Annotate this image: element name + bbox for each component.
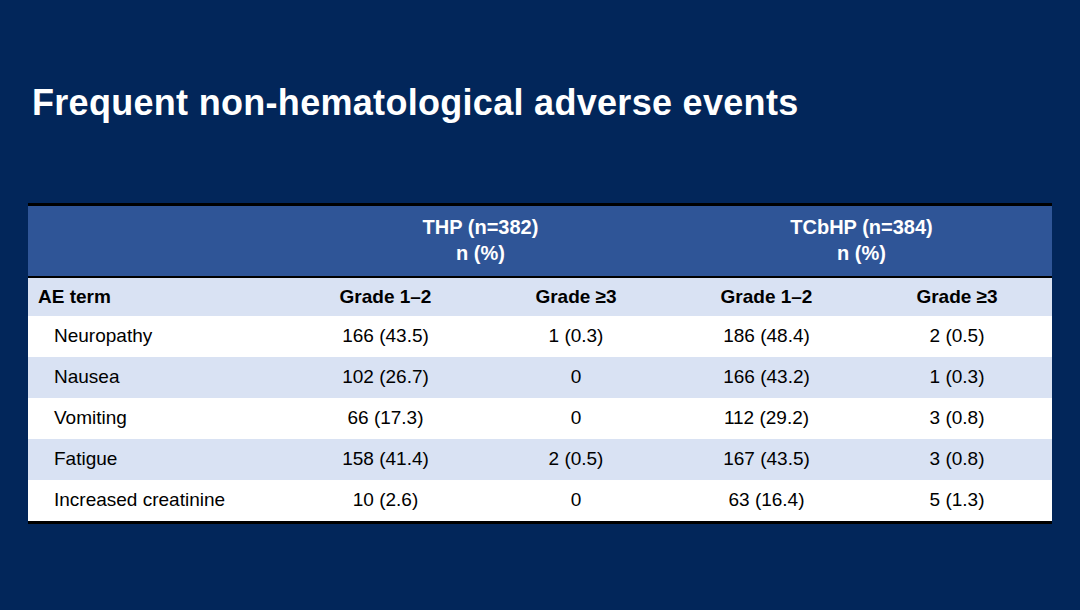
value-cell: 3 (0.8)	[862, 439, 1052, 480]
value-cell: 186 (48.4)	[671, 316, 862, 357]
value-cell: 10 (2.6)	[290, 480, 481, 523]
table-row-increased-creatinine: Increased creatinine 10 (2.6) 0 63 (16.4…	[28, 480, 1052, 523]
slide-title: Frequent non-hematological adverse event…	[32, 82, 799, 124]
table-row-vomiting: Vomiting 66 (17.3) 0 112 (29.2) 3 (0.8)	[28, 398, 1052, 439]
group-header-row: THP (n=382) n (%) TCbHP (n=384) n (%)	[28, 205, 1052, 277]
value-cell: 1 (0.3)	[862, 357, 1052, 398]
ae-term-cell: Increased creatinine	[28, 480, 290, 523]
column-header-ae-term: AE term	[28, 277, 290, 316]
group-header-tcbhp-title: TCbHP (n=384)	[671, 214, 1052, 240]
value-cell: 2 (0.5)	[862, 316, 1052, 357]
column-header-tcbhp-grade3plus: Grade ≥3	[862, 277, 1052, 316]
column-header-row: AE term Grade 1–2 Grade ≥3 Grade 1–2 Gra…	[28, 277, 1052, 316]
value-cell: 166 (43.5)	[290, 316, 481, 357]
value-cell: 158 (41.4)	[290, 439, 481, 480]
group-header-spacer	[28, 205, 290, 277]
value-cell: 112 (29.2)	[671, 398, 862, 439]
value-cell: 167 (43.5)	[671, 439, 862, 480]
table-row-neuropathy: Neuropathy 166 (43.5) 1 (0.3) 186 (48.4)…	[28, 316, 1052, 357]
slide: Frequent non-hematological adverse event…	[0, 0, 1080, 610]
group-header-thp: THP (n=382) n (%)	[290, 205, 671, 277]
ae-term-cell: Fatigue	[28, 439, 290, 480]
ae-term-cell: Vomiting	[28, 398, 290, 439]
column-header-tcbhp-grade12: Grade 1–2	[671, 277, 862, 316]
value-cell: 3 (0.8)	[862, 398, 1052, 439]
value-cell: 102 (26.7)	[290, 357, 481, 398]
value-cell: 0	[481, 398, 671, 439]
column-header-thp-grade12: Grade 1–2	[290, 277, 481, 316]
value-cell: 0	[481, 480, 671, 523]
value-cell: 63 (16.4)	[671, 480, 862, 523]
table-row-fatigue: Fatigue 158 (41.4) 2 (0.5) 167 (43.5) 3 …	[28, 439, 1052, 480]
ae-term-cell: Neuropathy	[28, 316, 290, 357]
group-header-tcbhp-subtitle: n (%)	[671, 240, 1052, 266]
value-cell: 0	[481, 357, 671, 398]
group-header-tcbhp: TCbHP (n=384) n (%)	[671, 205, 1052, 277]
value-cell: 5 (1.3)	[862, 480, 1052, 523]
value-cell: 1 (0.3)	[481, 316, 671, 357]
table-row-nausea: Nausea 102 (26.7) 0 166 (43.2) 1 (0.3)	[28, 357, 1052, 398]
group-header-thp-subtitle: n (%)	[290, 240, 671, 266]
value-cell: 166 (43.2)	[671, 357, 862, 398]
group-header-thp-title: THP (n=382)	[290, 214, 671, 240]
adverse-events-table: THP (n=382) n (%) TCbHP (n=384) n (%) AE…	[28, 203, 1052, 524]
column-header-thp-grade3plus: Grade ≥3	[481, 277, 671, 316]
value-cell: 66 (17.3)	[290, 398, 481, 439]
value-cell: 2 (0.5)	[481, 439, 671, 480]
ae-term-cell: Nausea	[28, 357, 290, 398]
